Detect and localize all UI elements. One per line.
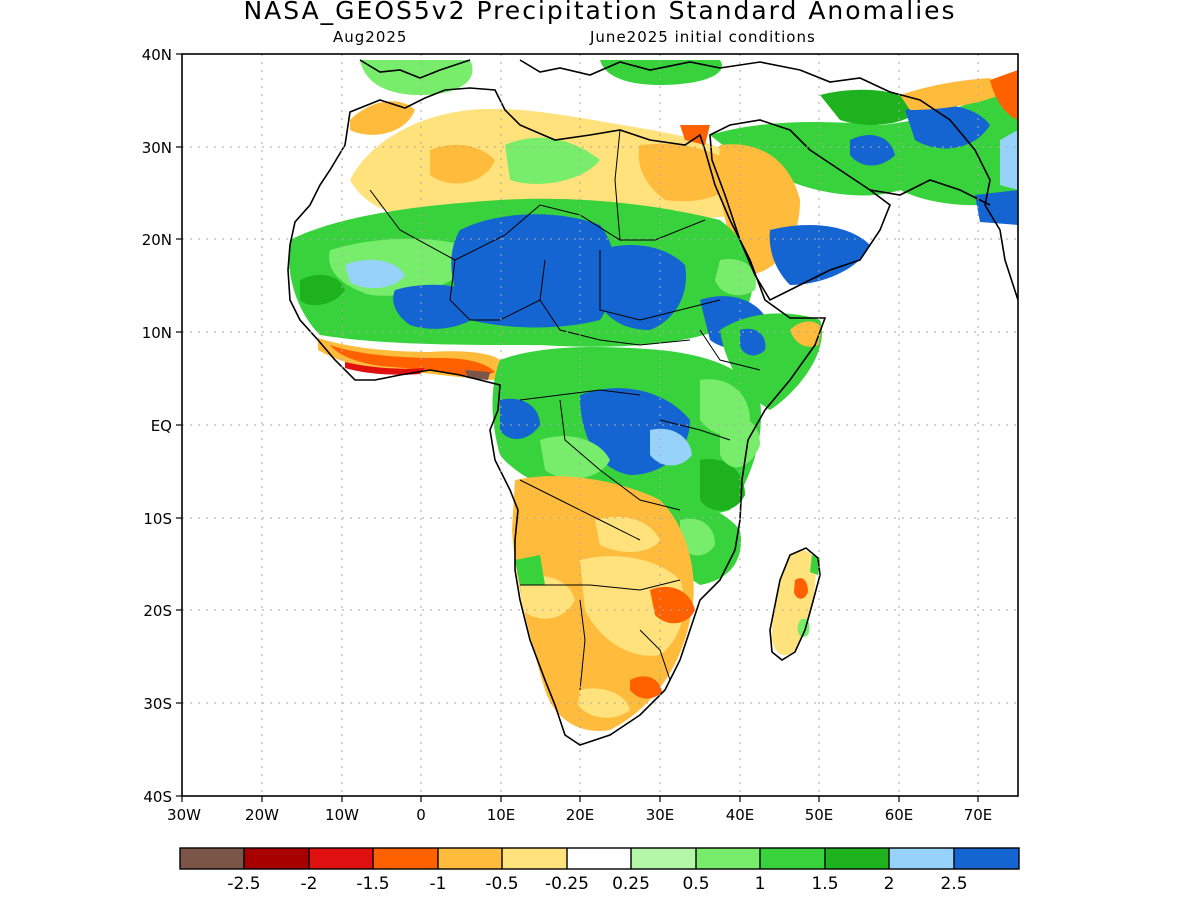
anomaly-field bbox=[288, 60, 1018, 731]
lat-label-10n: 10N bbox=[142, 324, 172, 342]
lat-label-eq: EQ bbox=[151, 417, 172, 435]
lat-label-10s: 10S bbox=[143, 510, 172, 528]
lon-label-10e: 10E bbox=[487, 806, 516, 824]
coastlines bbox=[287, 59, 1018, 746]
lat-label-30n: 30N bbox=[142, 139, 172, 157]
lon-label-40e: 40E bbox=[726, 806, 755, 824]
colorbar-swatch bbox=[889, 848, 954, 869]
colorbar-label: -1.5 bbox=[356, 874, 389, 894]
colorbar-swatch bbox=[502, 848, 567, 869]
colorbar-label: 2 bbox=[884, 874, 895, 894]
lon-label-20e: 20E bbox=[566, 806, 595, 824]
colorbar-label: 2.5 bbox=[940, 874, 967, 894]
lat-label-30s: 30S bbox=[143, 695, 172, 713]
colorbar-swatch bbox=[825, 848, 889, 869]
lat-labels: 40N 30N 20N 10N EQ 10S 20S 30S 40S bbox=[142, 46, 172, 806]
axis-ticks bbox=[176, 53, 979, 802]
colorbar-label: 1 bbox=[755, 874, 766, 894]
colorbar-swatch bbox=[760, 848, 825, 869]
colorbar-label: -2 bbox=[301, 874, 318, 894]
colorbar-label: -2.5 bbox=[227, 874, 260, 894]
lon-label-60e: 60E bbox=[885, 806, 914, 824]
colorbar-swatch bbox=[696, 848, 760, 869]
colorbar-swatch bbox=[309, 848, 373, 869]
lon-label-20w: 20W bbox=[245, 806, 279, 824]
lon-labels: 30W 20W 10W 0 10E 20E 30E 40E 50E 60E 70… bbox=[167, 806, 992, 824]
map-subtitle-init: June2025 initial conditions bbox=[590, 28, 816, 46]
lon-label-0: 0 bbox=[416, 806, 426, 824]
colorbar-swatch bbox=[954, 848, 1019, 869]
colorbar-swatch bbox=[244, 848, 309, 869]
colorbar-label: -0.25 bbox=[545, 874, 589, 894]
colorbar-swatch bbox=[567, 848, 631, 869]
colorbar-swatch bbox=[631, 848, 696, 869]
lat-label-40s: 40S bbox=[143, 788, 172, 806]
lat-label-40n: 40N bbox=[142, 46, 172, 64]
colorbar-label: 0.25 bbox=[612, 874, 650, 894]
map-subtitle-month: Aug2025 bbox=[333, 28, 408, 46]
lon-label-30e: 30E bbox=[646, 806, 675, 824]
colorbar-label: -1 bbox=[430, 874, 447, 894]
colorbar-swatch bbox=[438, 848, 502, 869]
lon-label-50e: 50E bbox=[805, 806, 834, 824]
lat-label-20n: 20N bbox=[142, 231, 172, 249]
colorbar-label: -0.5 bbox=[485, 874, 518, 894]
lon-label-70e: 70E bbox=[964, 806, 993, 824]
gridlines bbox=[182, 54, 1018, 796]
colorbar-swatch bbox=[180, 848, 244, 869]
colorbar-label: 0.5 bbox=[682, 874, 709, 894]
map-title: NASA_GEOS5v2 Precipitation Standard Anom… bbox=[243, 0, 957, 25]
colorbar-swatch bbox=[373, 848, 438, 869]
country-borders bbox=[369, 129, 761, 691]
lat-label-20s: 20S bbox=[143, 602, 172, 620]
colorbar-label: 1.5 bbox=[811, 874, 838, 894]
lon-label-30w: 30W bbox=[167, 806, 201, 824]
colorbar: -2.5 -2 -1.5 -1 -0.5 -0.25 0.25 0.5 1 1.… bbox=[179, 847, 1020, 894]
lon-label-10w: 10W bbox=[325, 806, 359, 824]
